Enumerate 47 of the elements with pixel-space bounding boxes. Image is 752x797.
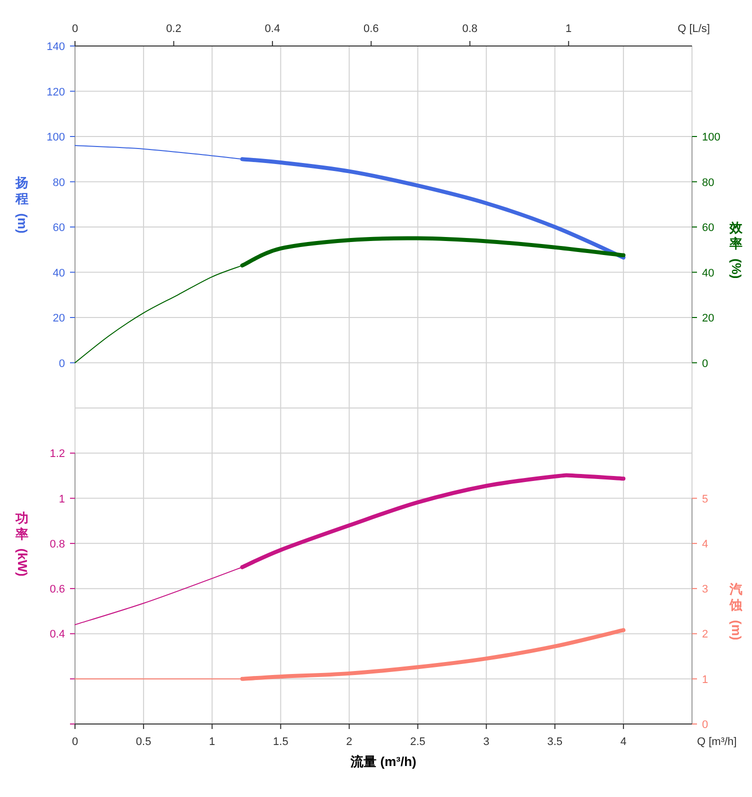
y-axis-title: 功率 (kW) bbox=[14, 510, 30, 577]
y-tick-label: 140 bbox=[46, 41, 65, 53]
y-tick-label: 80 bbox=[52, 176, 65, 189]
y-axis-title: 扬程 (m) bbox=[14, 174, 30, 234]
x2-tick-label: 0.2 bbox=[166, 23, 182, 35]
x-tick-label: 2 bbox=[346, 736, 352, 748]
x2-tick-label: 0.8 bbox=[462, 23, 478, 35]
y2-tick-label: 3 bbox=[702, 584, 708, 596]
x2-tick-label: 1 bbox=[566, 23, 572, 35]
y2-tick-label: 80 bbox=[702, 176, 714, 189]
y2-tick-label: 5 bbox=[702, 493, 708, 506]
x-tick-label: 2.5 bbox=[410, 736, 426, 748]
y2-tick-label: 2 bbox=[702, 628, 708, 641]
y2-tick-label: 0 bbox=[702, 358, 708, 370]
y2-tick-label: 1 bbox=[702, 674, 708, 686]
y2-tick-label: 20 bbox=[702, 312, 714, 324]
y2-axis-title: 汽蚀 (m) bbox=[728, 582, 744, 640]
x2-axis-title: Q [L/s] bbox=[678, 23, 710, 35]
y-tick-label: 120 bbox=[46, 86, 65, 98]
x2-tick-label: 0.4 bbox=[264, 23, 280, 35]
y-tick-label: 0.8 bbox=[50, 538, 65, 550]
y2-tick-label: 40 bbox=[702, 267, 714, 280]
x-tick-label: 4 bbox=[620, 736, 627, 748]
y-tick-label: 1.2 bbox=[50, 448, 65, 460]
y2-tick-label: 100 bbox=[702, 132, 720, 144]
y-tick-label: 1 bbox=[58, 493, 65, 506]
y2-tick-label: 60 bbox=[702, 222, 714, 234]
x-tick-label: 3 bbox=[483, 736, 490, 748]
y-tick-label: 0 bbox=[58, 358, 65, 370]
y-tick-label: 0.6 bbox=[50, 584, 65, 596]
y-tick-label: 0.4 bbox=[50, 628, 65, 641]
x-tick-label: 1 bbox=[209, 736, 216, 748]
y-tick-label: 100 bbox=[46, 132, 65, 144]
x-axis-title: 流量 (m³/h) bbox=[350, 754, 416, 769]
y2-tick-label: 4 bbox=[702, 538, 708, 550]
y-tick-label: 20 bbox=[52, 312, 65, 324]
x-tick-label: 0 bbox=[72, 736, 78, 748]
y2-tick-label: 0 bbox=[702, 719, 708, 731]
y2-axis-title: 效率 (%) bbox=[728, 220, 744, 279]
x-tick-label: 3.5 bbox=[547, 736, 563, 748]
text: Q [m³/h] bbox=[697, 736, 737, 748]
x2-tick-label: 0 bbox=[72, 23, 78, 35]
x2-tick-label: 0.6 bbox=[364, 23, 379, 35]
y-tick-label: 40 bbox=[52, 267, 65, 280]
y-tick-label: 60 bbox=[52, 222, 65, 234]
x-tick-label: 0.5 bbox=[136, 736, 152, 748]
x-tick-label: 1.5 bbox=[273, 736, 288, 748]
